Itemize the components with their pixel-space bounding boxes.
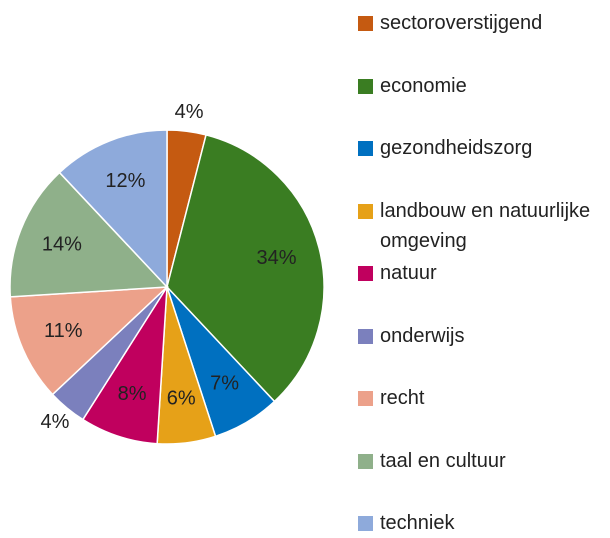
legend-swatch (358, 78, 373, 94)
legend-item: techniek (358, 508, 608, 538)
legend-label: techniek (380, 512, 455, 534)
pie-slice (9, 286, 170, 396)
data-label: 12% (105, 170, 145, 192)
data-label: 14% (42, 234, 82, 256)
legend-label: gezondheidszorg (380, 137, 533, 159)
data-label: 7% (210, 373, 239, 395)
data-label: 6% (167, 387, 196, 409)
chart: 4% 34% 7% 6% 8% 4% 11% 14% 12% (9, 101, 325, 445)
data-label: 4% (40, 411, 69, 433)
legend-item: economie (358, 71, 608, 101)
legend-swatch (358, 266, 373, 281)
legend-label: recht (380, 387, 425, 409)
legend-item: landbouw en natuurlijke omgeving (358, 196, 608, 256)
legend-swatch (358, 16, 373, 31)
legend-item: natuur (358, 258, 608, 288)
legend-label: natuur (380, 262, 437, 284)
data-label: 11% (44, 320, 83, 342)
data-label: 34% (256, 247, 296, 269)
legend-label: onderwijs (380, 324, 465, 347)
legend-swatch (358, 516, 373, 531)
legend-item: onderwijs (358, 321, 608, 351)
legend-item: sectoroverstijgend (358, 8, 608, 38)
legend-item: recht (358, 383, 608, 413)
page: {"chart_data": {"type": "pie", "categori… (9, 8, 608, 534)
legend-item: gezondheidszorg (358, 133, 608, 163)
pie-slice (58, 129, 168, 289)
legend-swatch (358, 141, 373, 156)
legend-label: economie (380, 74, 467, 97)
legend-label: taal en cultuur (380, 449, 506, 472)
legend-swatch (358, 391, 373, 406)
legend-label: landbouw en natuurlijke omgeving (380, 199, 591, 252)
pie-slice (166, 134, 325, 403)
legend-item: taal en cultuur (358, 446, 608, 476)
legend-swatch (358, 453, 373, 469)
pie-slice (9, 171, 169, 298)
data-label: 8% (118, 383, 147, 405)
data-label: 4% (175, 101, 204, 123)
legend-label: sectoroverstijgend (380, 12, 543, 34)
legend-swatch (358, 203, 373, 219)
legend-swatch (358, 328, 373, 344)
